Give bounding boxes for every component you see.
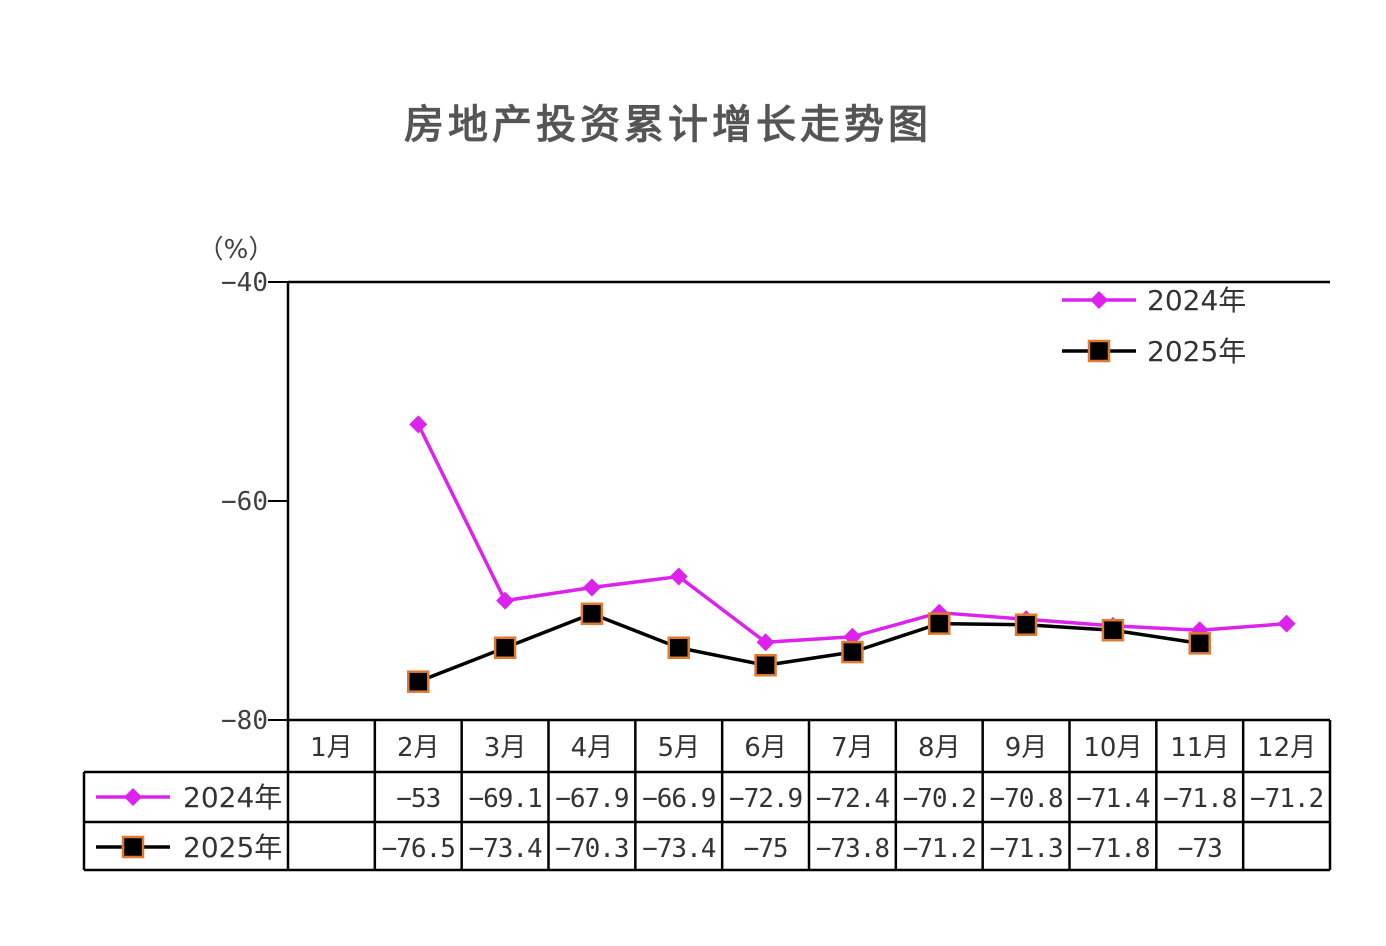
series-2-data-label: −73.4 <box>468 834 542 864</box>
series-2-data-label: −71.3 <box>989 834 1062 864</box>
series-2-point <box>1101 618 1125 642</box>
x-category-label: 5月 <box>657 733 700 763</box>
series-2-data-label: −76.5 <box>382 834 455 864</box>
axes: −40 −60 −80 （%） <box>198 235 1330 736</box>
series-2-point <box>580 602 604 626</box>
x-category-label: 3月 <box>484 733 527 763</box>
series-2-row-key-marker <box>121 835 145 859</box>
series-2-point <box>754 654 777 677</box>
series-2-row-name: 2025年 <box>183 831 282 864</box>
series-2-point <box>493 636 517 659</box>
series-1-data-label: −67.9 <box>555 784 628 814</box>
series-1-data-label: −66.9 <box>642 784 715 814</box>
series-1-data-label: −70.8 <box>989 784 1062 814</box>
series-1-point <box>1277 614 1296 633</box>
x-category-label: 6月 <box>744 733 787 763</box>
x-category-label: 12月 <box>1257 733 1316 763</box>
series-2-point <box>928 612 951 635</box>
series-1-point <box>669 567 688 586</box>
x-category-label: 1月 <box>310 733 353 763</box>
series-1-line <box>416 423 1287 645</box>
series-1-data-label: −69.1 <box>468 784 541 814</box>
series-1-data-label: −71.4 <box>1076 784 1150 814</box>
y-tick-label: −80 <box>221 706 268 736</box>
series-2-data-label: −73 <box>1178 834 1222 864</box>
x-category-label: 2月 <box>397 733 440 763</box>
series-1-data-label: −70.2 <box>903 784 976 814</box>
series-1-data-label: −72.9 <box>729 784 802 814</box>
series-1-legend-label: 2024年 <box>1147 284 1246 317</box>
series-2-data-label: −71.2 <box>903 834 976 864</box>
chart-title: 房地产投资累计增长走势图 <box>404 102 932 148</box>
x-category-label: 11月 <box>1170 733 1229 763</box>
series-1-data-label: −53 <box>396 784 440 814</box>
series-2-data-label: −75 <box>744 834 788 864</box>
x-category-label: 10月 <box>1083 733 1142 763</box>
series-1-row-key-marker <box>124 788 142 806</box>
series-1-data-label: −72.4 <box>816 784 890 814</box>
x-category-label: 4月 <box>571 733 614 763</box>
series-2-point <box>841 640 864 664</box>
series-1-legend-marker <box>1090 291 1108 309</box>
series-2-point <box>1014 613 1038 636</box>
series-lines <box>407 415 1296 693</box>
y-tick-label: −60 <box>221 487 268 517</box>
series-2-point <box>407 670 430 693</box>
y-tick-label: −40 <box>221 268 268 298</box>
series-1-data-label: −71.2 <box>1250 784 1323 814</box>
series-1-data-label: −71.8 <box>1163 784 1236 814</box>
series-2-data-label: −73.4 <box>642 834 716 864</box>
series-2-data-label: −73.8 <box>816 834 889 864</box>
series-2-data-label: −70.3 <box>555 834 628 864</box>
y-axis-unit-label: （%） <box>198 235 275 265</box>
series-2-point <box>667 636 690 659</box>
series-1-point <box>582 578 601 597</box>
series-2-data-label: −71.8 <box>1076 834 1149 864</box>
data-table: 1月 2月 3月 4月 5月 6月 7月 8月 9月 10月 11月 12月 2024年 −53 −69.1… <box>82 718 1332 872</box>
x-category-label: 9月 <box>1005 733 1048 763</box>
x-category-label: 7月 <box>831 733 874 763</box>
series-1-point <box>756 633 775 652</box>
series-2-legend-label: 2025年 <box>1147 335 1246 368</box>
series-1-point <box>409 415 428 434</box>
series-1-row-name: 2024年 <box>183 781 282 814</box>
series-1-point <box>496 591 515 610</box>
series-2-line <box>417 612 1201 684</box>
series-2-legend-marker <box>1087 339 1111 363</box>
x-category-label: 8月 <box>918 733 961 763</box>
legend: 2024年 2025年 <box>1062 284 1246 368</box>
series-2-point <box>1188 632 1211 655</box>
